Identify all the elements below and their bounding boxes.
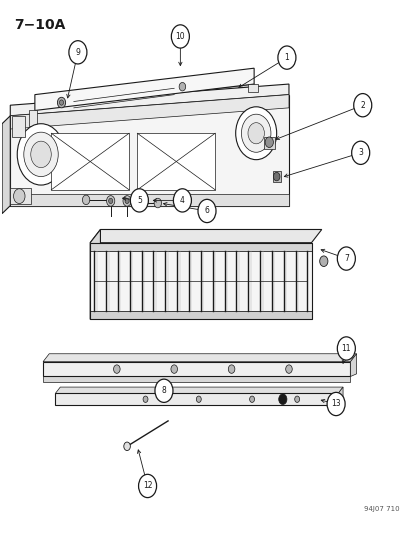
Polygon shape: [10, 188, 31, 204]
Polygon shape: [90, 230, 100, 319]
Circle shape: [249, 396, 254, 402]
Polygon shape: [43, 376, 349, 382]
Text: 11: 11: [341, 344, 350, 353]
Text: 9: 9: [75, 48, 80, 57]
Text: 1: 1: [284, 53, 289, 62]
Polygon shape: [35, 84, 254, 116]
Circle shape: [106, 196, 114, 206]
Circle shape: [123, 442, 130, 450]
Polygon shape: [349, 354, 356, 376]
Polygon shape: [28, 110, 37, 126]
Text: 8: 8: [161, 386, 166, 395]
Circle shape: [247, 123, 264, 144]
Circle shape: [326, 392, 344, 416]
Text: 13: 13: [330, 400, 340, 408]
Circle shape: [125, 198, 129, 204]
Text: 4: 4: [180, 196, 184, 205]
Text: 6: 6: [204, 206, 209, 215]
Circle shape: [108, 198, 112, 204]
Polygon shape: [137, 133, 215, 190]
Circle shape: [337, 247, 354, 270]
Polygon shape: [90, 311, 311, 319]
Text: 94J07 710: 94J07 710: [363, 506, 399, 512]
Circle shape: [17, 124, 64, 185]
Circle shape: [14, 189, 25, 204]
Polygon shape: [264, 137, 274, 149]
Polygon shape: [12, 116, 24, 137]
Circle shape: [196, 396, 201, 402]
Circle shape: [179, 83, 185, 91]
Text: 10: 10: [175, 32, 185, 41]
Polygon shape: [10, 193, 288, 206]
Circle shape: [138, 474, 156, 498]
Circle shape: [59, 100, 64, 105]
Circle shape: [113, 365, 120, 373]
Circle shape: [171, 25, 189, 48]
Circle shape: [351, 141, 369, 165]
Polygon shape: [90, 251, 311, 311]
Circle shape: [31, 141, 51, 167]
Text: 2: 2: [359, 101, 364, 110]
Circle shape: [277, 46, 295, 69]
Circle shape: [235, 107, 276, 160]
Polygon shape: [55, 387, 342, 393]
Circle shape: [319, 256, 327, 266]
Circle shape: [173, 189, 191, 212]
Circle shape: [82, 195, 90, 205]
Circle shape: [285, 365, 292, 373]
Text: 12: 12: [142, 481, 152, 490]
Polygon shape: [10, 95, 288, 206]
Circle shape: [130, 189, 148, 212]
Text: 7: 7: [343, 254, 348, 263]
Circle shape: [353, 94, 371, 117]
Circle shape: [197, 199, 216, 223]
Polygon shape: [51, 133, 129, 190]
Circle shape: [294, 396, 299, 402]
Polygon shape: [272, 171, 280, 182]
Circle shape: [143, 396, 147, 402]
Circle shape: [57, 98, 65, 108]
Circle shape: [69, 41, 87, 64]
Polygon shape: [55, 393, 337, 405]
Polygon shape: [43, 362, 349, 376]
Circle shape: [241, 114, 270, 152]
Polygon shape: [35, 68, 254, 110]
Text: 7−10A: 7−10A: [14, 18, 66, 32]
Text: 5: 5: [137, 196, 142, 205]
Circle shape: [265, 137, 273, 148]
Circle shape: [123, 196, 131, 206]
Text: 3: 3: [357, 148, 362, 157]
Polygon shape: [247, 84, 258, 92]
Polygon shape: [90, 230, 321, 243]
Polygon shape: [10, 95, 288, 129]
Circle shape: [337, 337, 354, 360]
Circle shape: [154, 198, 161, 208]
Polygon shape: [337, 387, 342, 405]
Circle shape: [171, 365, 177, 373]
Circle shape: [273, 172, 279, 181]
Circle shape: [278, 394, 286, 405]
Polygon shape: [10, 84, 288, 116]
Circle shape: [228, 365, 234, 373]
Polygon shape: [43, 354, 356, 362]
Polygon shape: [90, 243, 311, 251]
Polygon shape: [2, 116, 10, 214]
Circle shape: [24, 132, 58, 176]
Circle shape: [154, 379, 173, 402]
